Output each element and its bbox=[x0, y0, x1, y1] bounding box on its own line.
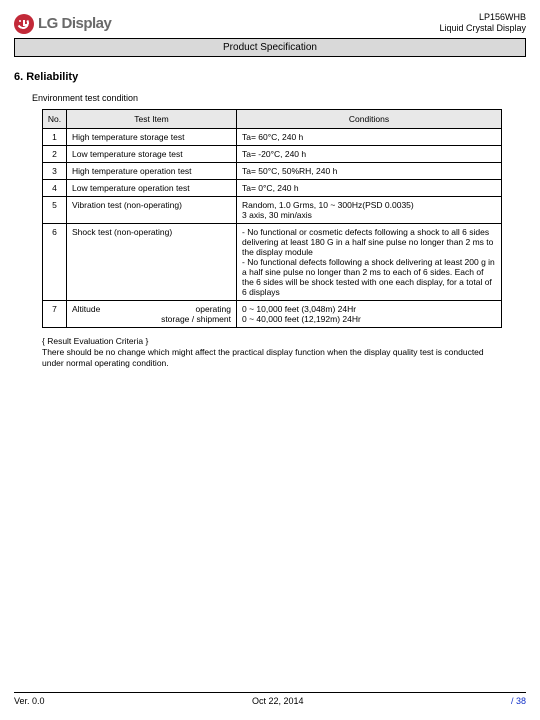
altitude-storage: storage / shipment bbox=[161, 314, 231, 324]
product-name: Liquid Crystal Display bbox=[439, 23, 526, 34]
cell-cond: 0 ~ 10,000 feet (3,048m) 24Hr 0 ~ 40,000… bbox=[237, 300, 502, 327]
table-header-row: No. Test Item Conditions bbox=[43, 109, 502, 128]
cell-no: 7 bbox=[43, 300, 67, 327]
cell-no: 6 bbox=[43, 223, 67, 300]
table-row: 3 High temperature operation test Ta= 50… bbox=[43, 162, 502, 179]
altitude-label: Altitude bbox=[72, 304, 100, 324]
env-condition-label: Environment test condition bbox=[32, 93, 526, 103]
table-row: 4 Low temperature operation test Ta= 0°C… bbox=[43, 179, 502, 196]
cell-item: Shock test (non-operating) bbox=[67, 223, 237, 300]
footer: Ver. 0.0 Oct 22, 2014 / 38 bbox=[14, 692, 526, 706]
col-no: No. bbox=[43, 109, 67, 128]
logo-text: LG Display bbox=[38, 15, 111, 32]
cell-no: 2 bbox=[43, 145, 67, 162]
header: LG Display LP156WHB Liquid Crystal Displ… bbox=[14, 12, 526, 34]
cell-item: High temperature storage test bbox=[67, 128, 237, 145]
criteria-title: { Result Evaluation Criteria } bbox=[42, 336, 506, 347]
cell-no: 3 bbox=[43, 162, 67, 179]
cell-cond: Ta= 60°C, 240 h bbox=[237, 128, 502, 145]
cell-cond: Ta= 50°C, 50%RH, 240 h bbox=[237, 162, 502, 179]
cell-item: Low temperature storage test bbox=[67, 145, 237, 162]
cell-item: Vibration test (non-operating) bbox=[67, 196, 237, 223]
cell-item: Low temperature operation test bbox=[67, 179, 237, 196]
model-number: LP156WHB bbox=[439, 12, 526, 23]
logo: LG Display bbox=[14, 14, 111, 34]
cell-cond: Ta= -20°C, 240 h bbox=[237, 145, 502, 162]
table-row: 5 Vibration test (non-operating) Random,… bbox=[43, 196, 502, 223]
reliability-table: No. Test Item Conditions 1 High temperat… bbox=[42, 109, 502, 328]
table-row: 7 Altitude operating storage / shipment … bbox=[43, 300, 502, 327]
table-row: 2 Low temperature storage test Ta= -20°C… bbox=[43, 145, 502, 162]
page-number: / 38 bbox=[511, 696, 526, 706]
cell-no: 5 bbox=[43, 196, 67, 223]
table-row: 6 Shock test (non-operating) - No functi… bbox=[43, 223, 502, 300]
cell-item: High temperature operation test bbox=[67, 162, 237, 179]
cell-cond: - No functional or cosmetic defects foll… bbox=[237, 223, 502, 300]
altitude-operating: operating bbox=[196, 304, 231, 314]
cell-cond: Random, 1.0 Grms, 10 ~ 300Hz(PSD 0.0035)… bbox=[237, 196, 502, 223]
cell-no: 1 bbox=[43, 128, 67, 145]
date-label: Oct 22, 2014 bbox=[252, 696, 304, 706]
criteria-body: There should be no change which might af… bbox=[42, 347, 506, 369]
logo-mark bbox=[14, 14, 34, 34]
section-title: 6. Reliability bbox=[14, 71, 526, 83]
cell-item: Altitude operating storage / shipment bbox=[67, 300, 237, 327]
version-label: Ver. 0.0 bbox=[14, 696, 45, 706]
col-item: Test Item bbox=[67, 109, 237, 128]
cell-no: 4 bbox=[43, 179, 67, 196]
spec-bar: Product Specification bbox=[14, 38, 526, 57]
col-cond: Conditions bbox=[237, 109, 502, 128]
criteria-block: { Result Evaluation Criteria } There sho… bbox=[42, 336, 506, 369]
table-row: 1 High temperature storage test Ta= 60°C… bbox=[43, 128, 502, 145]
cell-cond: Ta= 0°C, 240 h bbox=[237, 179, 502, 196]
header-right: LP156WHB Liquid Crystal Display bbox=[439, 12, 526, 34]
